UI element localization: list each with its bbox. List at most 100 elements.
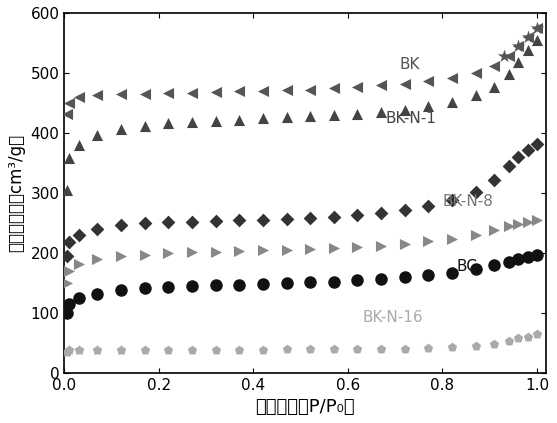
Point xyxy=(329,112,338,118)
Point xyxy=(164,250,173,257)
Point xyxy=(235,217,244,224)
Point xyxy=(353,346,362,353)
Point xyxy=(62,253,71,259)
Point xyxy=(282,246,291,253)
Point xyxy=(504,223,513,230)
Point xyxy=(471,69,480,76)
Point xyxy=(306,86,315,93)
Point xyxy=(62,279,71,286)
Point xyxy=(523,333,532,340)
Point xyxy=(306,246,315,253)
Point xyxy=(188,249,197,255)
Point xyxy=(514,154,522,160)
Point xyxy=(377,275,385,282)
Point xyxy=(93,225,102,232)
Point xyxy=(65,347,74,354)
Point xyxy=(93,347,102,354)
Point xyxy=(188,282,197,289)
Text: BK-N-8: BK-N-8 xyxy=(442,194,494,209)
Point xyxy=(74,261,83,267)
Point xyxy=(116,347,125,354)
Point xyxy=(514,43,522,49)
Point xyxy=(377,82,385,89)
Point xyxy=(164,120,173,126)
Point xyxy=(282,280,291,287)
Point xyxy=(514,43,522,49)
Point xyxy=(532,251,541,258)
Point xyxy=(62,348,71,355)
Point xyxy=(490,341,499,347)
Point xyxy=(471,266,480,272)
Point xyxy=(306,279,315,286)
Point xyxy=(164,90,173,97)
Point xyxy=(447,98,456,105)
Point xyxy=(282,114,291,121)
Point xyxy=(116,91,125,98)
Point xyxy=(258,217,267,223)
Point xyxy=(504,71,513,77)
Point xyxy=(377,109,385,116)
Point xyxy=(62,309,71,316)
Point xyxy=(258,88,267,94)
Point xyxy=(74,295,83,302)
Point xyxy=(504,338,513,345)
Point xyxy=(211,346,220,353)
Point xyxy=(306,346,315,353)
Point xyxy=(211,248,220,255)
Point xyxy=(74,347,83,354)
Point xyxy=(532,140,541,147)
Point xyxy=(424,203,433,209)
Point xyxy=(447,269,456,276)
Point xyxy=(65,301,74,308)
Point xyxy=(424,77,433,84)
Point xyxy=(447,197,456,203)
Point xyxy=(490,262,499,269)
Point xyxy=(447,344,456,351)
Point xyxy=(93,347,102,354)
Point xyxy=(532,217,541,224)
Point xyxy=(306,214,315,221)
Point xyxy=(258,280,267,287)
Point xyxy=(504,258,513,265)
Point xyxy=(523,219,532,225)
Point xyxy=(424,238,433,245)
Point xyxy=(116,253,125,260)
Point xyxy=(93,92,102,99)
Text: BK-N-1: BK-N-1 xyxy=(386,111,437,126)
Point xyxy=(490,176,499,183)
Point xyxy=(514,255,522,262)
Point xyxy=(235,281,244,288)
Point xyxy=(514,59,522,66)
Point xyxy=(62,348,71,355)
Point xyxy=(235,346,244,353)
Point xyxy=(62,187,71,193)
Point xyxy=(523,33,532,40)
Point xyxy=(306,113,315,119)
Y-axis label: 标准吸附量（cm³/g）: 标准吸附量（cm³/g） xyxy=(7,134,25,252)
Point xyxy=(377,345,385,352)
Point xyxy=(188,119,197,126)
Point xyxy=(329,346,338,353)
Point xyxy=(523,47,532,53)
Point xyxy=(258,247,267,254)
Text: BK-N-16: BK-N-16 xyxy=(362,310,423,325)
Point xyxy=(164,346,173,353)
Point xyxy=(400,80,409,87)
Point xyxy=(258,115,267,122)
Point xyxy=(74,231,83,238)
Point xyxy=(164,219,173,225)
Point xyxy=(490,83,499,90)
Point xyxy=(471,231,480,238)
Point xyxy=(532,25,541,31)
Point xyxy=(116,286,125,293)
Point xyxy=(400,273,409,280)
Point xyxy=(471,188,480,195)
Point xyxy=(400,107,409,113)
Point xyxy=(211,89,220,96)
Point xyxy=(490,62,499,69)
Point xyxy=(211,118,220,124)
Point xyxy=(329,213,338,220)
Point xyxy=(504,53,513,60)
Point xyxy=(140,220,149,227)
Point xyxy=(116,126,125,133)
